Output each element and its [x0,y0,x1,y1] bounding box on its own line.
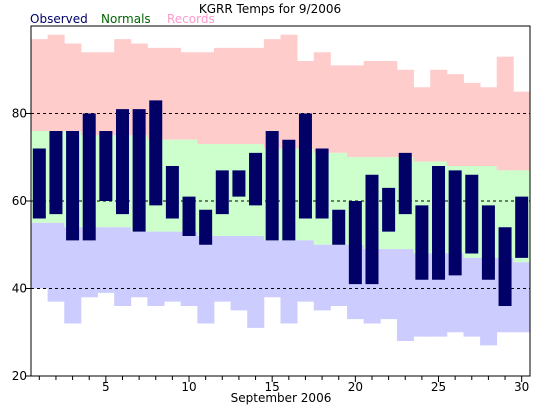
record-high-band [247,47,265,145]
record-low-band [130,231,148,298]
record-high-band [330,65,348,153]
y-tick-label: 80 [12,107,27,121]
x-axis-label: September 2006 [231,391,332,405]
observed-bar [215,170,229,215]
chart-title: KGRR Temps for 9/2006 [199,2,341,16]
record-low-band [463,257,481,337]
record-high-band [513,91,531,171]
x-tick-label: 10 [181,380,196,394]
record-high-band [280,34,298,149]
observed-bar [498,227,512,306]
record-low-band [180,231,198,306]
record-low-band [213,236,231,302]
record-high-band [180,52,198,140]
observed-bar [332,209,346,245]
record-low-band [80,227,98,298]
record-high-band [97,52,115,136]
observed-bar [465,174,479,254]
record-high-band [430,69,448,162]
observed-bar [382,187,396,232]
record-high-band [47,34,65,131]
observed-bar [298,113,312,219]
record-high-band [197,52,215,145]
record-low-band [147,231,165,306]
observed-bars [32,100,529,306]
record-low-band [297,240,315,302]
record-low-band [280,240,298,324]
x-tick-label: 5 [102,380,110,394]
record-high-band [213,47,231,145]
record-low-band [97,227,115,293]
observed-bar [249,152,263,206]
observed-bar [282,139,296,241]
observed-bar [315,148,329,219]
record-low-band [396,249,414,341]
record-high-band [463,82,481,166]
observed-bar [66,131,80,241]
record-high-band [263,39,281,149]
observed-bar [132,109,146,232]
record-high-band [446,74,464,166]
record-high-band [164,47,182,140]
axes: 5 10 15 20 25 30 20 40 60 80 [12,25,531,394]
observed-bar [398,152,412,215]
record-low-band [313,244,331,311]
observed-bar [481,205,495,280]
observed-bar [182,196,196,236]
observed-bar [149,100,163,206]
observed-bar [115,109,129,215]
record-low-band [114,227,132,306]
legend: Observed Normals Records [30,12,215,26]
observed-bar [232,170,246,197]
y-tick-label: 20 [12,369,27,383]
legend-records: Records [167,12,215,26]
x-tick-label: 15 [265,380,280,394]
record-high-band [480,87,498,166]
record-high-band [413,87,431,162]
observed-bar [199,209,213,245]
record-low-band [47,222,65,302]
observed-bar [415,205,429,280]
observed-bar [165,166,179,219]
x-tick-label: 30 [514,380,529,394]
record-low-band [197,236,215,324]
observed-bar [49,131,63,215]
record-high-band [313,52,331,153]
gridlines [31,113,530,289]
record-high-band [64,43,82,131]
record-low-band [247,236,265,328]
record-high-band [347,65,365,158]
record-low-band [230,236,248,311]
observed-bar [265,131,279,241]
record-high-band [31,39,49,131]
y-tick-label: 40 [12,282,27,296]
record-high-band [380,61,398,158]
record-low-band [263,240,281,298]
observed-bar [432,166,446,280]
observed-bar [365,174,379,285]
observed-bar [99,131,113,201]
observed-bar [348,201,362,285]
record-low-band [31,222,49,289]
record-low-band [513,262,531,333]
observed-bar [448,170,462,276]
legend-normals: Normals [101,12,151,26]
record-low-band [380,249,398,320]
observed-bar [82,113,96,241]
observed-bar [32,148,46,219]
legend-observed: Observed [30,12,88,26]
x-tick-label: 20 [348,380,363,394]
x-tick-label: 25 [431,380,446,394]
record-low-band [330,244,348,306]
record-low-band [164,231,182,302]
record-high-band [363,61,381,158]
y-tick-label: 60 [12,194,27,208]
record-high-band [230,47,248,145]
record-low-band [64,227,82,324]
observed-bar [515,196,529,258]
